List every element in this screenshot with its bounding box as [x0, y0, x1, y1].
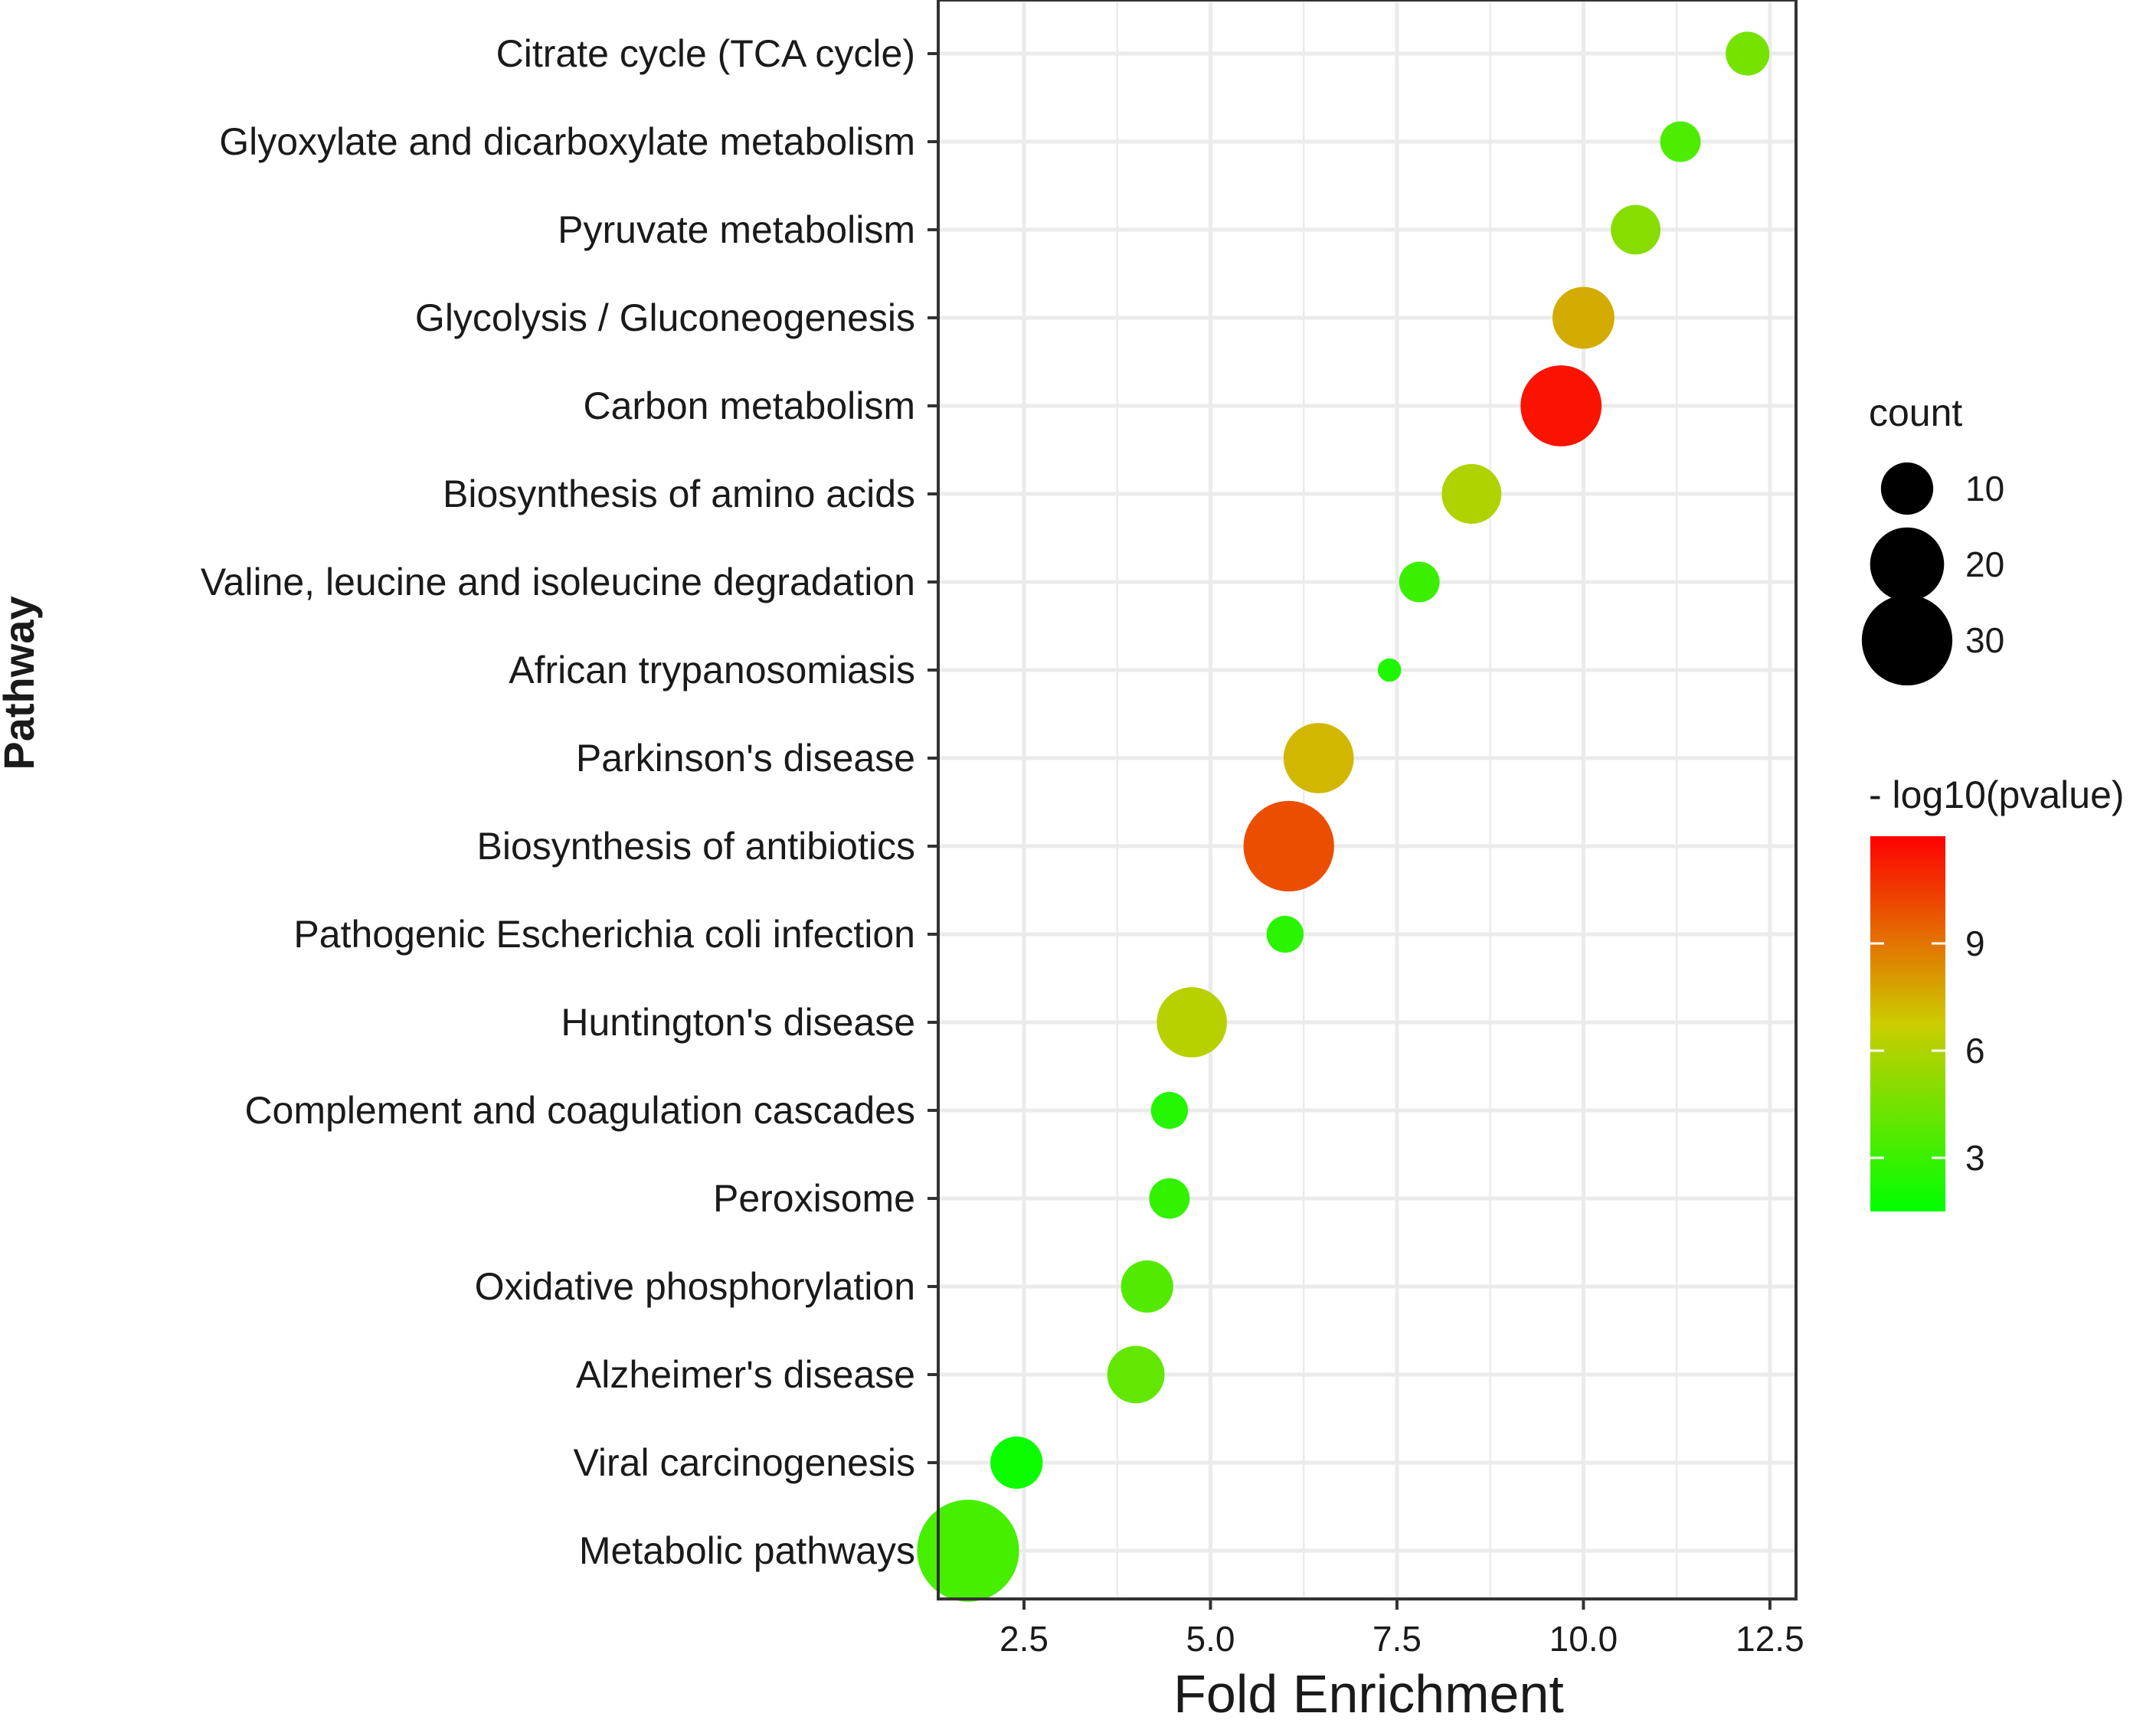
pathway-point: [1149, 1178, 1190, 1219]
pathway-label: Peroxisome: [713, 1177, 915, 1220]
pathway-point: [1107, 1345, 1165, 1404]
colorbar: [1870, 836, 1945, 1211]
size-legend-key: [1870, 527, 1945, 602]
x-tick-label: 10.0: [1549, 1619, 1618, 1659]
size-legend-title: count: [1869, 391, 1962, 434]
pathway-label: African trypanosomiasis: [509, 649, 915, 691]
pathway-label: Complement and coagulation cascades: [244, 1089, 915, 1132]
colorbar-tick-label: 9: [1965, 924, 1985, 963]
size-legend-key: [1880, 462, 1934, 515]
x-axis-title: Fold Enrichment: [1173, 1664, 1564, 1719]
color-legend: - log10(pvalue) 3 6 9: [1869, 773, 2125, 1211]
pathway-point: [1377, 658, 1402, 682]
pathway-point: [1283, 723, 1354, 793]
pathway-point: [1660, 121, 1701, 162]
pathway-point: [917, 1499, 1019, 1602]
pathway-label: Viral carcinogenesis: [573, 1441, 915, 1484]
grid-layer: [938, 0, 1796, 1599]
size-legend: count 10 20 30: [1861, 391, 2004, 686]
panel-background: [938, 0, 1796, 1599]
x-tick-label: 2.5: [999, 1619, 1049, 1659]
pathway-point: [1399, 561, 1440, 603]
size-legend-label: 10: [1965, 469, 2004, 508]
pathway-label: Parkinson's disease: [576, 737, 915, 780]
pathway-point: [990, 1436, 1043, 1489]
pathway-label: Huntington's disease: [561, 1001, 915, 1044]
pathway-point: [1266, 915, 1304, 953]
x-tick-label: 7.5: [1372, 1619, 1422, 1659]
pathway-point: [1520, 365, 1602, 446]
pathway-label: Citrate cycle (TCA cycle): [496, 32, 915, 75]
y-axis-title: Pathway: [0, 596, 43, 770]
colorbar-tick-label: 6: [1965, 1031, 1985, 1071]
pathway-label: Pathogenic Escherichia coli infection: [293, 913, 915, 956]
pathway-point: [1611, 204, 1661, 255]
pathway-point: [1121, 1260, 1173, 1313]
size-legend-key: [1861, 594, 1953, 686]
size-legend-label: 30: [1965, 620, 2004, 660]
panel-border: [937, 0, 1798, 1600]
size-legend-label: 20: [1965, 544, 2004, 584]
pathway-label: Carbon metabolism: [583, 384, 915, 427]
pathway-label: Oxidative phosphorylation: [475, 1265, 915, 1308]
pathway-point: [1552, 286, 1615, 349]
x-tick-label: 12.5: [1736, 1619, 1804, 1659]
pathway-point: [1726, 31, 1770, 76]
pathway-label: Metabolic pathways: [579, 1529, 915, 1572]
colorbar-tick-label: 3: [1965, 1138, 1985, 1178]
pathway-point: [1441, 464, 1502, 524]
pathway-label: Valine, leucine and isoleucine degradati…: [201, 561, 915, 603]
pathway-label: Glycolysis / Gluconeogenesis: [415, 296, 915, 339]
pathway-point: [1157, 987, 1227, 1058]
point-layer: [917, 31, 1770, 1602]
pathway-label: Biosynthesis of antibiotics: [476, 825, 915, 868]
pathway-point: [1150, 1091, 1189, 1130]
pathway-point: [1243, 800, 1334, 892]
x-tick-labels: 2.5 5.0 7.5 10.0 12.5: [999, 1619, 1804, 1659]
pathway-label: Biosynthesis of amino acids: [443, 472, 915, 515]
tick-layer: [928, 52, 1772, 1610]
pathway-label: Pyruvate metabolism: [558, 208, 915, 251]
color-legend-title: - log10(pvalue): [1869, 773, 2125, 816]
y-category-labels: Citrate cycle (TCA cycle) Glyoxylate and …: [201, 32, 915, 1572]
x-tick-label: 5.0: [1186, 1619, 1235, 1659]
pathway-label: Glyoxylate and dicarboxylate metabolism: [219, 120, 915, 163]
pathway-label: Alzheimer's disease: [576, 1353, 915, 1396]
